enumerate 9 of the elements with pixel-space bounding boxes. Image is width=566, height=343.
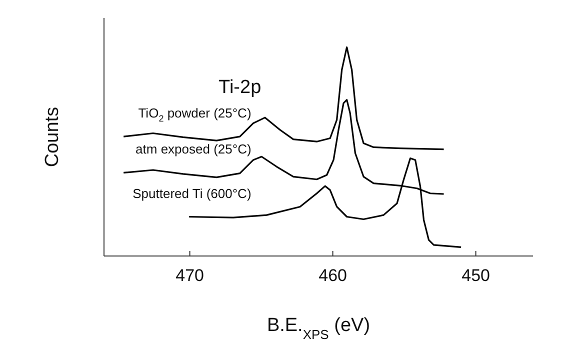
series-label: atm exposed (25°C): [136, 142, 252, 158]
y-axis-title: Counts: [42, 106, 63, 168]
series-label: TiO$_{2}$ powder (25°C): [138, 106, 252, 124]
x-axis-title: B.E.$_{XPS}$ (eV): [266, 315, 370, 342]
x-tick-label: 450: [462, 266, 490, 286]
x-tick-label: 460: [318, 266, 347, 286]
text: Ti-2p: [218, 77, 262, 98]
series-label: Sputtered Ti (600°C): [132, 186, 252, 202]
x-tick-label: 470: [176, 266, 204, 286]
